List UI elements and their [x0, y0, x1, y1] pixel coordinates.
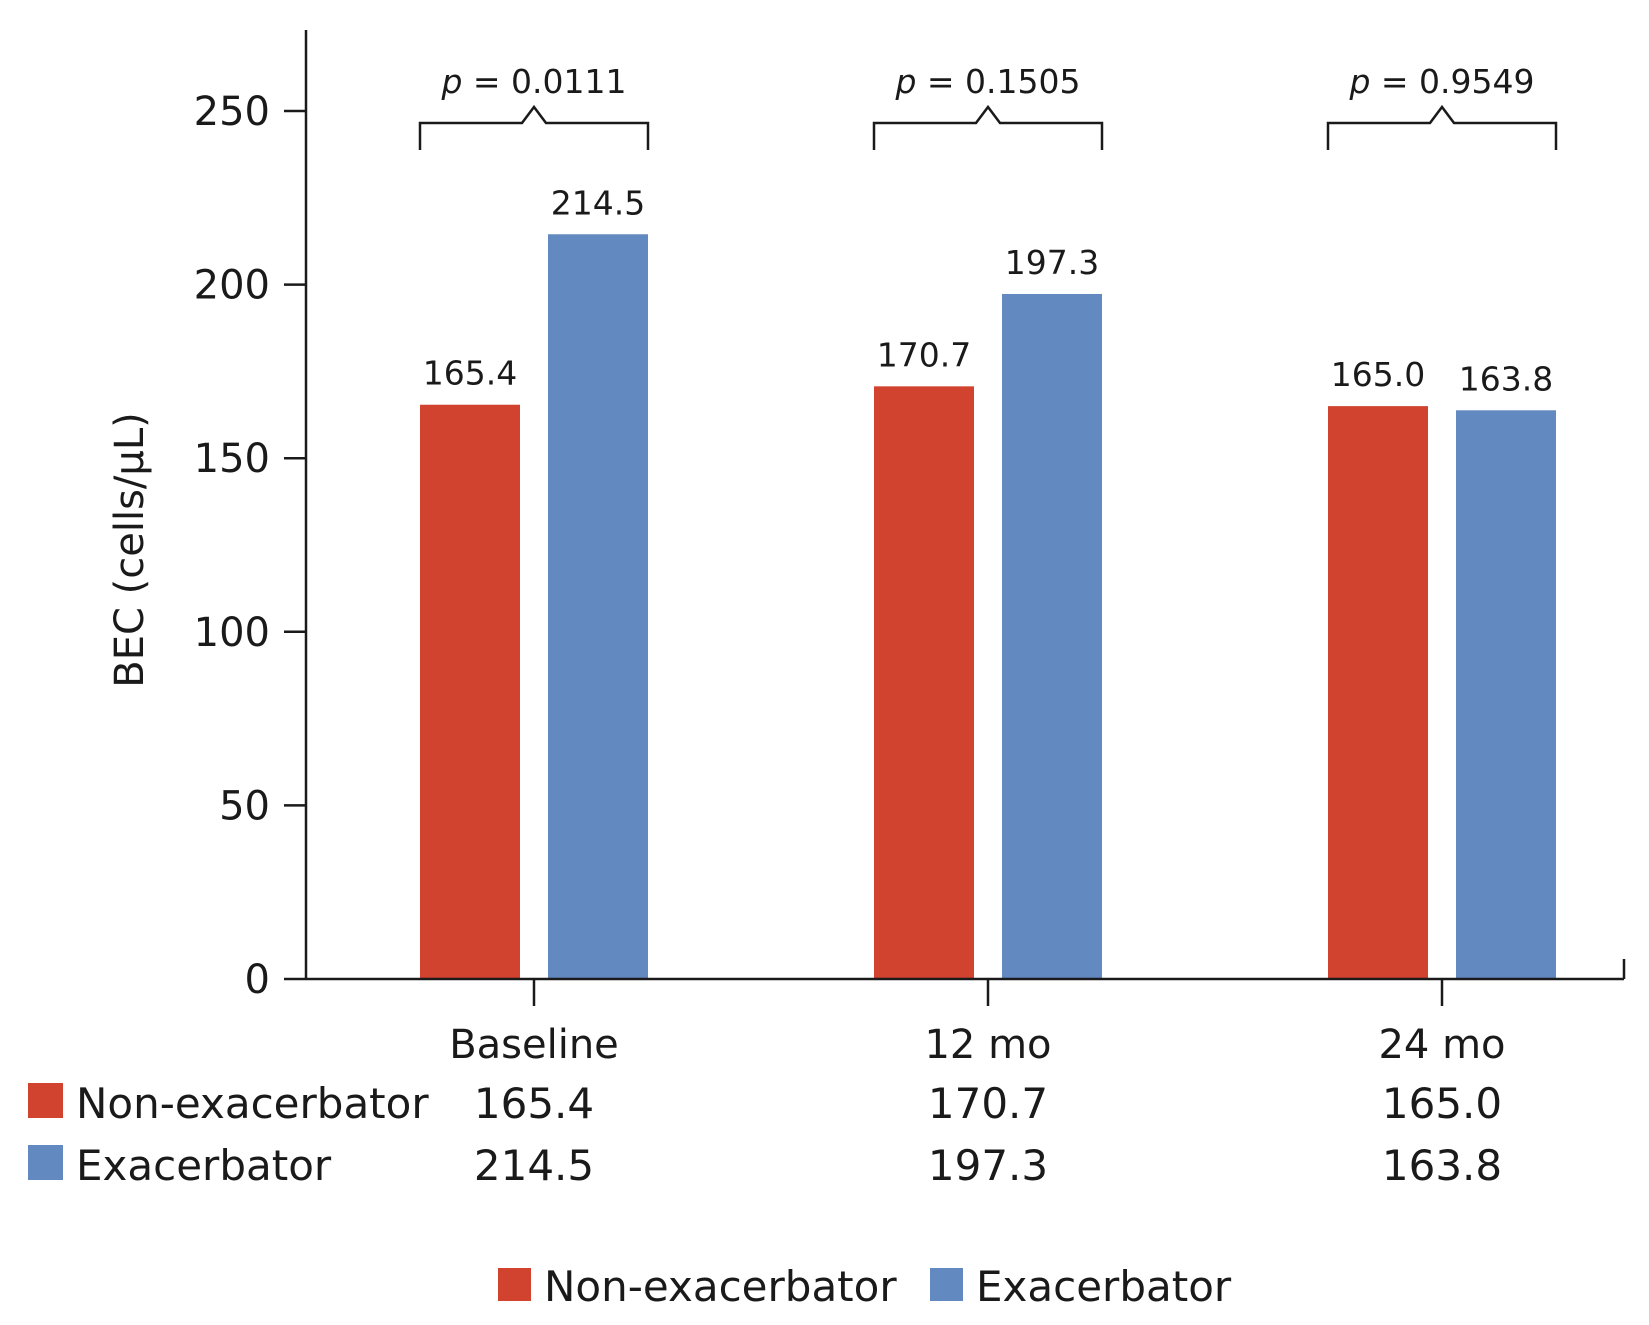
legend-label: Non-exacerbator	[544, 1262, 897, 1311]
table-cell: 170.7	[928, 1079, 1048, 1128]
bar	[420, 404, 520, 979]
bar-data-label: 165.4	[423, 354, 517, 393]
p-symbol: p	[440, 62, 462, 101]
table-cell: 165.4	[474, 1079, 594, 1128]
legend-swatch	[498, 1268, 531, 1301]
legend-swatch	[930, 1268, 963, 1301]
significance-bracket	[872, 104, 1104, 150]
p-value-label: p = 0.9549	[1348, 62, 1534, 101]
x-tick-label: 12 mo	[924, 1022, 1051, 1068]
bar	[874, 386, 974, 979]
bar-data-label: 163.8	[1459, 359, 1553, 398]
bar	[1456, 410, 1556, 980]
table-row-label: Non-exacerbator	[76, 1079, 429, 1128]
bars: 165.4 170.7 165.0 214.5 197.3 163.8	[420, 183, 1556, 980]
data-table: Non-exacerbator 165.4 170.7 165.0 Exacerbato…	[28, 1079, 1502, 1190]
y-tick-label: 150	[194, 436, 270, 482]
table-cell: 214.5	[474, 1141, 594, 1190]
bar	[548, 234, 648, 980]
table-row-label: Exacerbator	[76, 1141, 332, 1190]
p-value-text: = 0.0111	[462, 62, 626, 101]
bar-data-label: 214.5	[551, 183, 645, 222]
y-axis: 0 50 100 150 200 250 BEC (cells/μL)	[107, 30, 308, 1003]
bar	[1002, 293, 1102, 980]
significance-bracket	[418, 104, 650, 150]
x-axis: Baseline 12 mo 24 mo	[306, 959, 1626, 1068]
p-symbol: p	[894, 62, 916, 101]
y-tick-label: 100	[194, 610, 270, 656]
y-tick-label: 250	[194, 89, 270, 135]
bar-data-label: 170.7	[877, 335, 971, 374]
p-value-text: = 0.9549	[1370, 62, 1534, 101]
legend-label: Exacerbator	[976, 1262, 1232, 1311]
y-axis-label: BEC (cells/μL)	[107, 412, 153, 687]
y-tick-label: 200	[194, 263, 270, 309]
p-symbol: p	[1348, 62, 1370, 101]
x-tick-label: 24 mo	[1378, 1022, 1505, 1068]
table-row-swatch	[28, 1083, 63, 1118]
y-tick-label: 0	[245, 957, 270, 1003]
bar-data-label: 197.3	[1005, 243, 1099, 282]
table-cell: 165.0	[1382, 1079, 1502, 1128]
legend: Non-exacerbator Exacerbator	[498, 1262, 1232, 1311]
p-value-annotations: p = 0.0111 p = 0.1505 p = 0.9549	[418, 62, 1558, 150]
table-cell: 163.8	[1382, 1141, 1502, 1190]
p-value-label: p = 0.0111	[440, 62, 626, 101]
significance-bracket	[1326, 104, 1558, 150]
y-tick-label: 50	[219, 783, 270, 829]
x-tick-label: Baseline	[449, 1022, 619, 1068]
table-cell: 197.3	[928, 1141, 1048, 1190]
bar-data-label: 165.0	[1331, 355, 1425, 394]
bar	[1328, 406, 1428, 979]
p-value-label: p = 0.1505	[894, 62, 1080, 101]
p-value-text: = 0.1505	[916, 62, 1080, 101]
table-row-swatch	[28, 1145, 63, 1180]
